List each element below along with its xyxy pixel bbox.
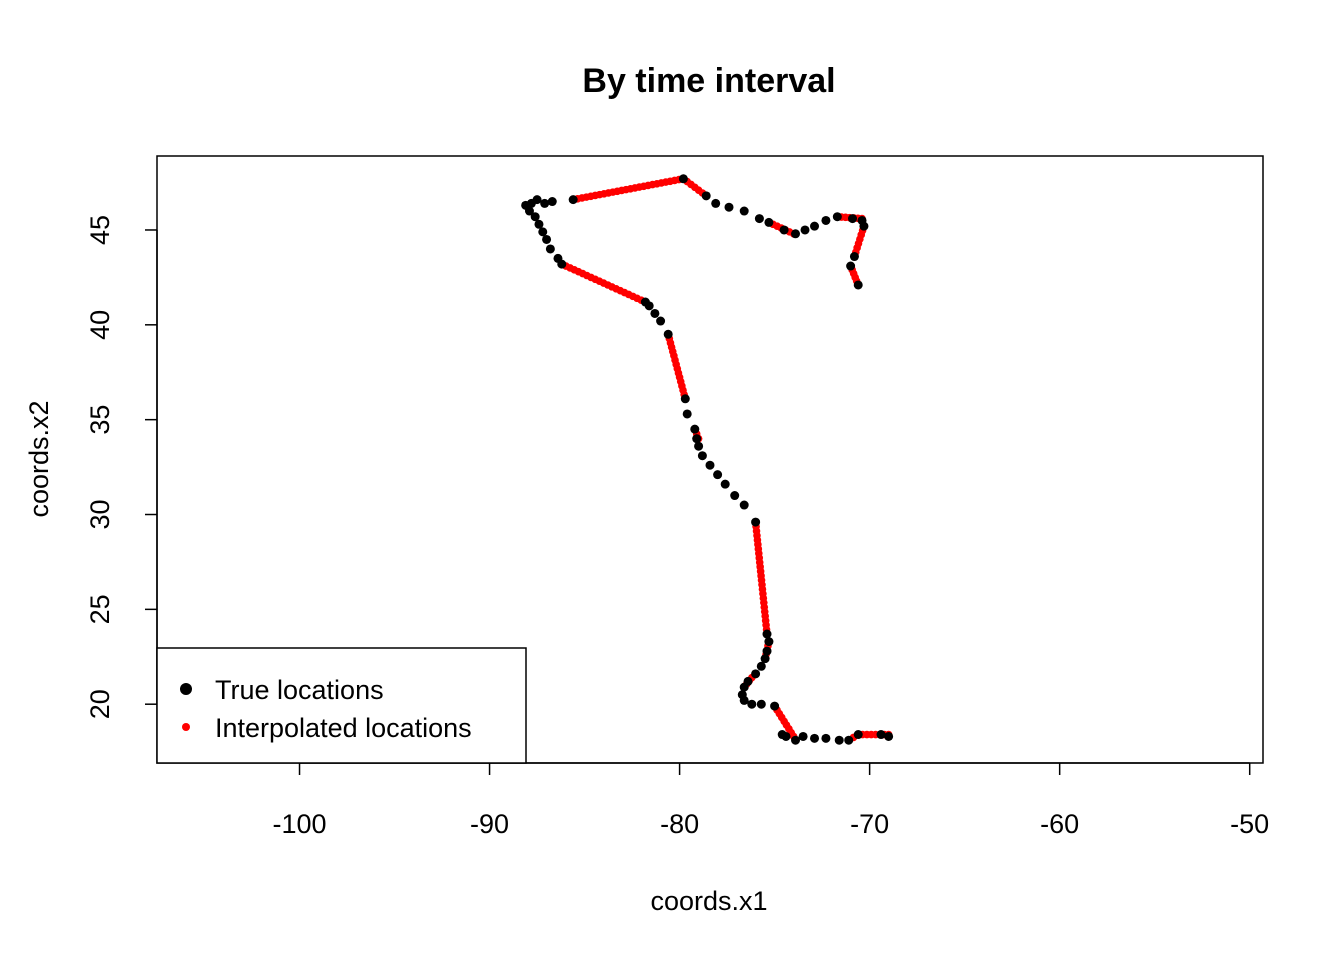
legend-label-interpolated: Interpolated locations <box>215 713 472 743</box>
true-point <box>739 206 749 216</box>
x-tick-label: -50 <box>1230 809 1269 839</box>
true-point <box>656 316 666 326</box>
y-tick-label: 45 <box>85 215 115 245</box>
true-point <box>682 409 692 419</box>
true-point <box>821 215 831 225</box>
x-tick-label: -80 <box>660 809 699 839</box>
y-tick-label: 30 <box>85 499 115 529</box>
true-point <box>762 646 772 656</box>
true-point <box>542 234 552 244</box>
true-point <box>754 214 764 224</box>
true-point <box>756 699 766 709</box>
true-point <box>730 491 740 501</box>
true-point <box>810 733 820 743</box>
true-point <box>884 731 894 741</box>
true-point <box>853 730 863 740</box>
true-point <box>739 500 749 510</box>
true-point <box>720 479 730 489</box>
true-point <box>846 261 856 271</box>
true-point <box>547 197 557 207</box>
true-point <box>747 699 757 709</box>
true-point <box>844 735 854 745</box>
true-point <box>779 225 789 235</box>
true-point <box>538 227 548 237</box>
legend-box <box>156 647 527 764</box>
true-point <box>751 669 761 679</box>
y-tick-label: 35 <box>85 405 115 435</box>
true-point <box>800 225 810 235</box>
true-point <box>530 212 540 222</box>
true-point <box>553 253 563 263</box>
x-tick-label: -60 <box>1040 809 1079 839</box>
y-tick-label: 25 <box>85 594 115 624</box>
true-point <box>760 654 770 664</box>
true-point <box>849 252 859 262</box>
true-point <box>791 735 801 745</box>
true-point <box>713 470 723 480</box>
legend-marker-interpolated <box>182 723 190 731</box>
true-point <box>532 195 542 205</box>
y-axis: 20 25 30 35 40 45 <box>85 215 158 719</box>
true-point <box>545 244 555 254</box>
true-point <box>663 329 673 339</box>
true-point <box>737 690 747 700</box>
true-point <box>568 195 578 205</box>
y-tick-label: 40 <box>85 310 115 340</box>
x-tick-label: -100 <box>273 809 327 839</box>
true-point <box>743 676 753 686</box>
true-series <box>521 174 894 745</box>
true-point <box>650 308 660 318</box>
true-point <box>770 701 780 711</box>
true-point <box>821 733 831 743</box>
x-axis-label: coords.x1 <box>650 886 767 916</box>
true-point <box>834 735 844 745</box>
true-point <box>764 217 774 227</box>
true-point <box>791 229 801 239</box>
true-point <box>832 212 842 222</box>
true-point <box>534 219 544 229</box>
true-point <box>762 629 772 639</box>
true-point <box>711 198 721 208</box>
y-tick-label: 20 <box>85 689 115 719</box>
true-point <box>705 460 715 470</box>
true-point <box>764 637 774 647</box>
true-point <box>810 221 820 231</box>
true-point <box>724 202 734 212</box>
y-axis-label: coords.x2 <box>24 400 54 517</box>
x-tick-label: -70 <box>850 809 889 839</box>
true-point <box>640 297 650 307</box>
true-point <box>701 191 711 201</box>
true-point <box>680 394 690 404</box>
true-point <box>678 174 688 184</box>
true-point <box>751 517 761 527</box>
true-point <box>848 214 858 224</box>
true-point <box>876 730 886 740</box>
true-point <box>859 221 869 231</box>
chart-title: By time interval <box>582 62 835 100</box>
true-point <box>694 441 704 451</box>
true-point <box>540 198 550 208</box>
true-point <box>697 451 707 461</box>
true-point <box>690 424 700 434</box>
legend-label-true: True locations <box>215 675 384 705</box>
interpolated-series <box>557 174 893 745</box>
true-point <box>756 661 766 671</box>
x-tick-label: -90 <box>470 809 509 839</box>
legend-marker-true <box>180 683 192 695</box>
x-axis: -100 -90 -80 -70 -60 -50 <box>273 762 1269 839</box>
true-point <box>853 280 863 290</box>
legend: True locations Interpolated locations <box>156 647 527 764</box>
true-point <box>692 434 702 444</box>
true-point <box>798 731 808 741</box>
true-point <box>777 730 787 740</box>
